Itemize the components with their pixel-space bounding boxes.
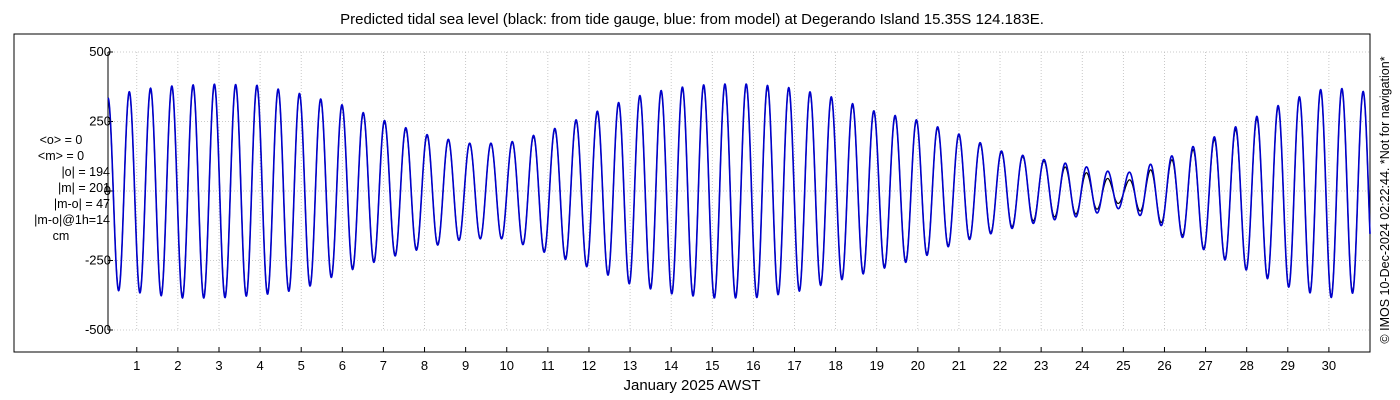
x-tick-label: 21	[952, 358, 966, 373]
y-tick-label: 500	[89, 44, 111, 59]
x-tick-label: 18	[828, 358, 842, 373]
stat-abs-diff: |m-o| = 47	[53, 197, 110, 211]
series-line-model	[107, 83, 1371, 299]
x-tick-label: 29	[1281, 358, 1295, 373]
x-tick-label: 10	[500, 358, 514, 373]
x-tick-label: 26	[1157, 358, 1171, 373]
chart-title: Predicted tidal sea level (black: from t…	[340, 11, 1044, 28]
x-tick-label: 12	[582, 358, 596, 373]
x-tick-label: 24	[1075, 358, 1089, 373]
x-tick-label: 7	[380, 358, 387, 373]
stat-unit: cm	[52, 229, 70, 243]
stat-mean-model: <m> = 0	[37, 149, 85, 163]
y-tick-labels: -500 -250 0 250 500	[85, 44, 111, 337]
x-tick-label: 27	[1198, 358, 1212, 373]
y-tick-label: -500	[85, 322, 111, 337]
x-tick-labels: 1 2 3 4 5 6 7 8 9 10 11 12 13 14 15 16 17 18 19 20 21 22 23 24 2…	[133, 358, 1336, 373]
x-tick-label: 20	[911, 358, 925, 373]
y-tick-label: 250	[89, 114, 111, 129]
x-tick-label: 13	[623, 358, 637, 373]
x-tick-label: 9	[462, 358, 469, 373]
x-tick-label: 14	[664, 358, 678, 373]
plot-frame	[13, 33, 1371, 353]
x-tick-label: 1	[133, 358, 140, 373]
x-tick-label: 3	[215, 358, 222, 373]
stat-abs-diff-1h: |m-o|@1h=14	[34, 213, 110, 227]
x-axis-label: January 2025 AWST	[623, 377, 760, 394]
x-tick-label: 5	[298, 358, 305, 373]
x-tick-label: 8	[421, 358, 428, 373]
stat-abs-obs: |o| = 194	[61, 165, 110, 179]
x-tick-label: 2	[174, 358, 181, 373]
y-tick-label: -250	[85, 253, 111, 268]
x-tick-label: 11	[541, 358, 555, 373]
y-tick-label: 0	[104, 183, 111, 198]
stat-mean-obs: <o> = 0	[39, 133, 83, 147]
series-lines	[107, 83, 1371, 299]
x-tick-label: 30	[1322, 358, 1336, 373]
x-tick-label: 19	[869, 358, 883, 373]
x-tick-label: 25	[1116, 358, 1130, 373]
x-tick-label: 17	[787, 358, 801, 373]
x-tick-label: 22	[993, 358, 1007, 373]
x-tick-label: 23	[1034, 358, 1048, 373]
x-tick-label: 16	[746, 358, 760, 373]
x-tick-label: 15	[705, 358, 719, 373]
x-tick-label: 6	[339, 358, 346, 373]
x-tick-label: 28	[1239, 358, 1253, 373]
stats-panel: <o> = 0 <m> = 0 |o| = 194 |m| = 201 |m-o…	[6, 132, 110, 244]
copyright-notice: © IMOS 10-Dec-2024 02:22:44. *Not for na…	[1378, 56, 1392, 344]
stat-abs-model: |m| = 201	[57, 181, 110, 195]
x-tick-label: 4	[256, 358, 263, 373]
